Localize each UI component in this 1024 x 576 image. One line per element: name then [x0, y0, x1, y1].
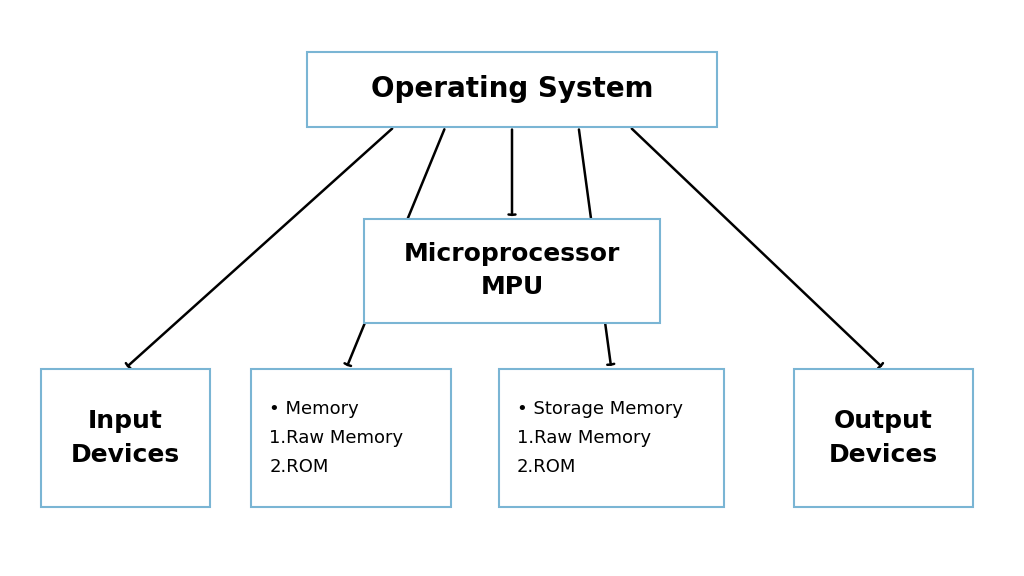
FancyBboxPatch shape	[499, 369, 724, 507]
Text: Microprocessor
MPU: Microprocessor MPU	[403, 242, 621, 300]
FancyBboxPatch shape	[251, 369, 451, 507]
Text: Operating System: Operating System	[371, 75, 653, 103]
FancyBboxPatch shape	[364, 219, 660, 323]
Text: Output
Devices: Output Devices	[828, 409, 938, 467]
FancyBboxPatch shape	[794, 369, 973, 507]
FancyBboxPatch shape	[41, 369, 210, 507]
Text: • Memory
1.Raw Memory
2.ROM: • Memory 1.Raw Memory 2.ROM	[269, 400, 403, 476]
Text: Input
Devices: Input Devices	[71, 409, 180, 467]
Text: • Storage Memory
1.Raw Memory
2.ROM: • Storage Memory 1.Raw Memory 2.ROM	[517, 400, 683, 476]
FancyBboxPatch shape	[307, 52, 717, 127]
